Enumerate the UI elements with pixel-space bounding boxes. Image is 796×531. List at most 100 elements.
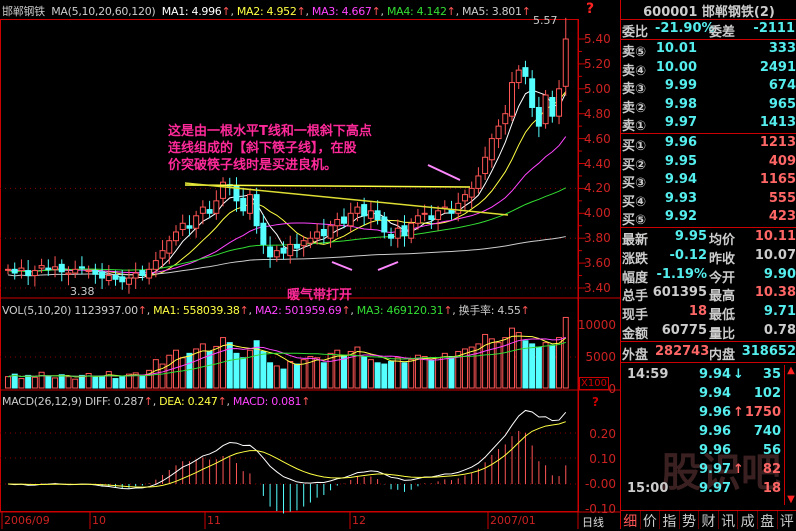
candle xyxy=(462,195,467,201)
panel-tab[interactable]: 成 xyxy=(738,511,758,529)
panel-tab[interactable]: 势 xyxy=(680,511,700,529)
volume-bar xyxy=(402,363,407,388)
candle xyxy=(355,207,360,213)
panel-tab[interactable]: 细 xyxy=(621,511,641,529)
candle xyxy=(308,238,313,243)
macd-help-icon[interactable]: ? xyxy=(592,395,599,409)
candle xyxy=(563,39,568,86)
candle xyxy=(483,157,488,173)
annotation-warm-band: 暖气带打开 xyxy=(287,284,352,303)
arrow-icon xyxy=(378,262,398,270)
candle xyxy=(53,267,58,269)
volume-bar xyxy=(39,372,44,388)
volume-bar xyxy=(281,369,286,388)
candle xyxy=(140,271,145,276)
candle xyxy=(200,207,205,213)
candle xyxy=(6,269,11,270)
candle xyxy=(342,217,347,223)
ma5-value: MA5: 3.801 xyxy=(462,5,522,18)
ma4-value: MA4: 4.142 xyxy=(387,5,447,18)
vol-header: VOL(5,10,20) 1123937.00↑, MA1: 558039.38… xyxy=(2,302,530,318)
panel-tab[interactable]: 讯 xyxy=(719,511,739,529)
candle xyxy=(368,211,373,218)
panel-tab[interactable]: 评 xyxy=(778,511,796,529)
price-tick: 3.60 xyxy=(584,256,611,270)
volume-bar xyxy=(274,366,279,388)
candle xyxy=(167,241,172,253)
volume-bar xyxy=(389,362,394,388)
volume-bar xyxy=(53,378,58,388)
panel-tab[interactable]: 价 xyxy=(641,511,661,529)
price-tick: 5.00 xyxy=(584,82,611,96)
ma1-value: MA1: 4.996 xyxy=(162,5,222,18)
candle xyxy=(93,271,98,275)
volume-bar xyxy=(207,351,212,388)
candle xyxy=(281,248,286,253)
candle xyxy=(422,213,427,214)
candle xyxy=(86,271,91,272)
volume-bar xyxy=(73,379,78,388)
volume-bar xyxy=(288,362,293,388)
candle xyxy=(194,216,199,228)
candle xyxy=(147,269,152,278)
main-header: 邯郸钢铁 MA(5,10,20,60,120) MA1: 4.996↑, MA2… xyxy=(2,3,531,19)
volume-bar xyxy=(543,343,548,388)
volume-bar xyxy=(382,364,387,388)
candle xyxy=(79,267,84,268)
tick-row: 9.97↑82 xyxy=(621,461,796,480)
volume-bar xyxy=(247,350,252,388)
candle xyxy=(126,278,131,284)
ma2-value: MA2: 4.952 xyxy=(237,5,297,18)
candle xyxy=(207,210,212,214)
candle xyxy=(100,272,105,278)
scroll-down-icon: ▼ xyxy=(785,494,796,505)
candle xyxy=(153,261,158,270)
candle xyxy=(510,83,515,117)
diff-line xyxy=(8,410,566,488)
kline-chart[interactable] xyxy=(0,0,620,529)
panel-tabs: 细价指势财讯成盘评 xyxy=(621,510,796,529)
candle xyxy=(489,139,494,160)
volume-bar xyxy=(187,353,192,388)
macd-tick: 0.10 xyxy=(589,452,616,466)
volume-bar xyxy=(32,377,37,388)
volume-bar xyxy=(355,347,360,388)
volume-bar xyxy=(362,357,367,389)
vol-tick: 5000 xyxy=(585,350,616,364)
volume-bar xyxy=(429,360,434,388)
candle xyxy=(187,226,192,228)
arrow-icon xyxy=(428,165,460,180)
candle xyxy=(409,223,414,238)
panel-title: 600001 邯郸钢铁(2) xyxy=(621,1,796,20)
candle xyxy=(516,70,521,82)
tick-scrollbar[interactable]: ▲ ▼ xyxy=(784,365,796,505)
macd-tick: -0.00 xyxy=(585,477,616,491)
volume-bar xyxy=(530,344,535,388)
volume-bar xyxy=(113,379,118,388)
help-icon[interactable]: ? xyxy=(586,1,594,17)
volume-bar xyxy=(26,375,31,388)
panel-tab[interactable]: 指 xyxy=(660,511,680,529)
candle xyxy=(328,226,333,238)
volume-bar xyxy=(422,357,427,389)
volume-bar xyxy=(100,376,105,388)
dea-line xyxy=(8,422,566,487)
volume-bar xyxy=(449,357,454,389)
volume-bar xyxy=(368,360,373,388)
period-label[interactable]: 日线 xyxy=(582,514,604,530)
annotation: 这是由一根水平T线和一根斜下高点连线组成的【斜下筷子线】，在股价突破筷子线时是买… xyxy=(168,123,372,174)
candle xyxy=(261,223,266,244)
panel-tab[interactable]: 盘 xyxy=(758,511,778,529)
panel-tab[interactable]: 财 xyxy=(699,511,719,529)
candle xyxy=(268,247,273,257)
